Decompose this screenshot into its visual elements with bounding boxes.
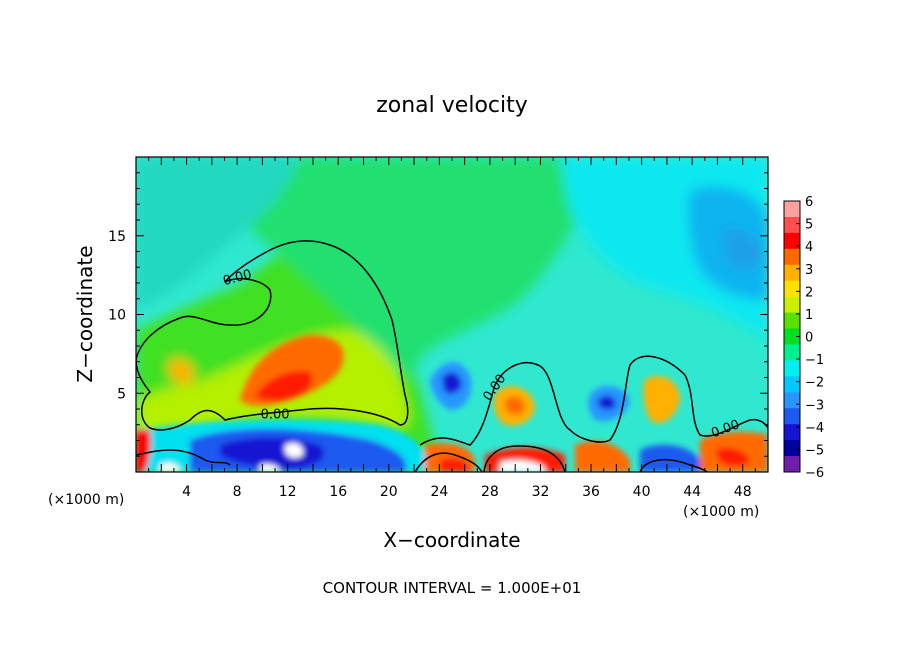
colorbar: 6 5 4 3 2 1 0 −1 −2 −3 −4 −5 −6: [783, 195, 824, 481]
x-tick-label: 32: [532, 484, 550, 500]
y-tick-label: 5: [117, 386, 126, 402]
x-tick-label: 12: [279, 484, 297, 500]
velocity-field: [136, 157, 768, 472]
colorbar-tick-label: −5: [805, 443, 824, 458]
colorbar-swatch: [784, 248, 800, 266]
x-tick-label: 4: [182, 484, 191, 500]
x-axis-ticks: 4 8 12 16 20 24 28 32 36 40 44 48: [148, 157, 756, 500]
y-axis-ticks: 5 10 15: [108, 172, 768, 457]
colorbar-tick-label: 6: [805, 195, 813, 210]
colorbar-tick-label: 0: [805, 331, 813, 346]
colorbar-swatch: [784, 392, 800, 409]
colorbar-swatch: [784, 408, 800, 425]
colorbar-swatch: [784, 264, 800, 282]
colorbar-swatch: [784, 328, 800, 345]
colorbar-swatch: [784, 360, 800, 377]
colorbar-tick-label: −4: [805, 421, 824, 436]
x-tick-label: 24: [430, 484, 448, 500]
colorbar-tick-label: 2: [805, 285, 813, 300]
colorbar-tick-label: −3: [805, 398, 824, 413]
colorbar-swatch: [784, 376, 800, 393]
contour-interval-footer: CONTOUR INTERVAL = 1.000E+01: [323, 579, 582, 597]
x-axis-label: X−coordinate: [383, 528, 520, 552]
colorbar-swatch: [784, 424, 800, 441]
contour-label: 0.00: [222, 267, 254, 289]
colorbar-swatch: [784, 201, 800, 218]
colorbar-swatch: [784, 440, 800, 457]
x-tick-label: 44: [683, 484, 701, 500]
colorbar-swatch: [784, 312, 800, 330]
chart-title: zonal velocity: [376, 93, 528, 118]
x-tick-label: 36: [582, 484, 600, 500]
colorbar-swatch: [784, 216, 800, 234]
x-unit-right: (×1000 m): [683, 504, 759, 520]
colorbar-swatch: [784, 344, 800, 361]
x-tick-label: 16: [329, 484, 347, 500]
colorbar-swatch: [784, 232, 800, 250]
colorbar-tick-label: −1: [805, 353, 824, 368]
colorbar-tick-label: −2: [805, 376, 824, 391]
y-tick-label: 15: [108, 229, 126, 245]
colorbar-swatch: [784, 296, 800, 314]
x-unit-left: (×1000 m): [48, 492, 124, 508]
colorbar-swatch: [784, 280, 800, 298]
x-tick-label: 40: [633, 484, 651, 500]
colorbar-swatch: [784, 456, 800, 473]
colorbar-tick-label: 3: [805, 263, 813, 278]
y-tick-label: 10: [108, 308, 126, 324]
colorbar-tick-label: 1: [805, 308, 813, 323]
y-axis-label: Z−coordinate: [73, 245, 97, 382]
x-tick-label: 48: [734, 484, 752, 500]
x-tick-label: 28: [481, 484, 499, 500]
colorbar-tick-label: 5: [805, 218, 813, 233]
colorbar-tick-label: −6: [805, 466, 824, 481]
x-tick-label: 8: [233, 484, 242, 500]
contour-label: 0.00: [261, 408, 290, 423]
colorbar-tick-label: 4: [805, 240, 813, 255]
x-tick-label: 20: [380, 484, 398, 500]
